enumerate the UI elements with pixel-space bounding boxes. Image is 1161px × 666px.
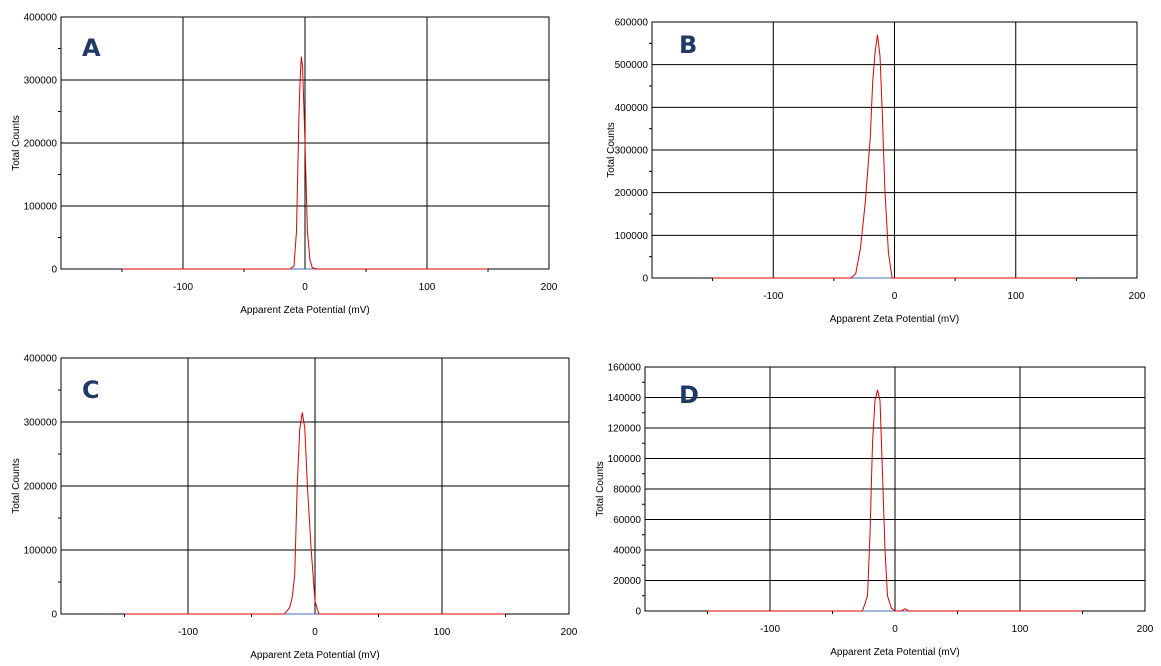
panel-label: A (82, 34, 101, 62)
chart-panel-c: 0 100000 200000 300000 400000 -100 0 100 200 Appa… (11, 354, 578, 662)
y-tick-label: 0 (642, 274, 648, 285)
y-tick-label: 0 (51, 610, 57, 621)
y-tick-label: 100000 (24, 546, 58, 557)
y-tick-label: 160000 (608, 363, 642, 374)
y-tick-label: 400000 (24, 13, 58, 24)
y-tick-label: 300000 (24, 418, 58, 429)
series-line-b (712, 34, 1077, 279)
y-tick-label: 0 (635, 607, 641, 618)
x-tick-label: -100 (763, 291, 783, 302)
y-tick-label: 200000 (615, 188, 649, 199)
panel-label: C (82, 376, 100, 404)
y-tick-label: 600000 (615, 18, 649, 29)
x-tick-label: -100 (760, 624, 780, 635)
x-tick-label: 100 (1012, 624, 1029, 635)
x-tick-label: 200 (561, 627, 578, 638)
y-tick-label: 400000 (24, 354, 58, 365)
series-line-d (707, 389, 1083, 612)
chart-panel-a: 0 100000 200000 300000 400000 -100 0 100 200 Appa… (11, 13, 558, 317)
x-tick-label: 0 (312, 627, 318, 638)
x-axis-label: Apparent Zeta Potential (mV) (250, 650, 380, 661)
y-tick-label: 100000 (615, 231, 649, 242)
x-tick-label: -100 (178, 627, 198, 638)
series-line-a (122, 56, 488, 270)
x-axis-label: Apparent Zeta Potential (mV) (830, 647, 960, 658)
y-tick-label: 0 (51, 265, 57, 276)
x-tick-label: 100 (434, 627, 451, 638)
y-tick-label: 200000 (24, 139, 58, 150)
y-tick-label: 100000 (24, 202, 58, 213)
x-tick-label: 200 (1129, 291, 1146, 302)
y-axis-label: Total Counts (595, 461, 606, 517)
x-tick-label: 0 (302, 282, 308, 293)
panel-label: D (679, 381, 699, 409)
y-tick-label: 40000 (613, 546, 641, 557)
y-tick-label: 300000 (24, 76, 58, 87)
x-axis-label: Apparent Zeta Potential (mV) (830, 314, 960, 325)
y-tick-label: 120000 (608, 424, 642, 435)
y-tick-label: 100000 (608, 454, 642, 465)
y-tick-label: 80000 (613, 485, 641, 496)
y-tick-label: 400000 (615, 103, 649, 114)
panel-label: B (679, 31, 697, 59)
x-tick-label: 0 (892, 291, 898, 302)
y-tick-label: 20000 (613, 576, 641, 587)
y-tick-label: 500000 (615, 60, 649, 71)
y-tick-label: 200000 (24, 482, 58, 493)
y-axis-label: Total Counts (11, 458, 22, 514)
x-tick-label: 100 (1007, 291, 1024, 302)
y-tick-label: 300000 (615, 146, 649, 157)
x-tick-label: 200 (541, 282, 558, 293)
series-line-c (124, 412, 506, 615)
y-axis-label: Total Counts (606, 122, 617, 178)
chart-panel-b: 0 100000 200000 300000 400000 500000 600000 -10… (606, 18, 1146, 326)
y-axis-label: Total Counts (11, 115, 22, 171)
y-tick-label: 60000 (613, 515, 641, 526)
x-tick-label: 100 (419, 282, 436, 293)
x-tick-label: -100 (173, 282, 193, 293)
chart-panel-d: 0 20000 40000 60000 80000 100000 120000 140000 1… (595, 363, 1154, 659)
x-tick-label: 0 (892, 624, 898, 635)
x-tick-label: 200 (1137, 624, 1154, 635)
y-tick-label: 140000 (608, 393, 642, 404)
x-axis-label: Apparent Zeta Potential (mV) (240, 305, 370, 316)
